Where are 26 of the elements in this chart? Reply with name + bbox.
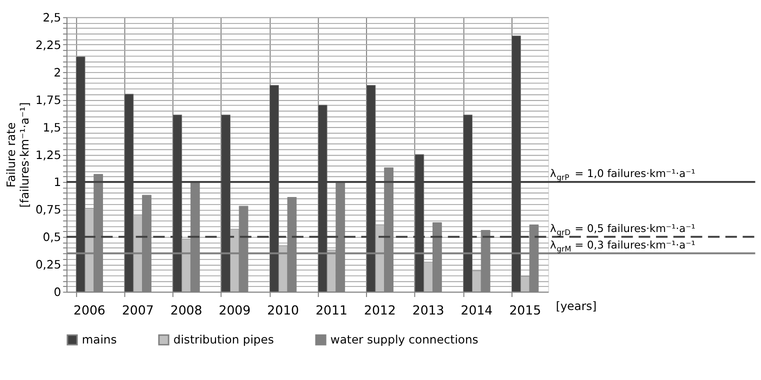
y-tick-label: 1,5 <box>42 120 62 134</box>
y-tick-label: 0,5 <box>42 230 62 244</box>
y-tick-label: 0,75 <box>35 202 62 217</box>
y-tick-label: 2 <box>54 65 62 80</box>
y-tick-label: 1,75 <box>35 92 62 107</box>
y-tick-label: 2,5 <box>42 10 62 25</box>
legend-label: water supply connections <box>330 332 478 347</box>
x-tick-label: 2014 <box>460 302 493 318</box>
x-tick-label: 2015 <box>509 302 542 318</box>
x-tick-label: 2013 <box>412 302 444 318</box>
x-tick-label: 2012 <box>364 302 396 318</box>
x-tick-label: 2009 <box>218 302 251 318</box>
legend-label: distribution pipes <box>173 332 274 347</box>
y-axis-title: Failure rate [failures·km⁻¹·a⁻¹] <box>4 102 32 208</box>
x-axis-title: [years] <box>556 299 597 314</box>
x-tick-label: 2010 <box>267 302 300 318</box>
y-tick-label: 2,25 <box>35 38 62 52</box>
y-tick-label: 0,25 <box>35 258 62 272</box>
y-tick-label: 1,25 <box>35 148 62 162</box>
y-tick-label: 1 <box>54 175 62 190</box>
x-tick-label: 2007 <box>122 302 154 318</box>
legend-label: mains <box>82 332 117 347</box>
x-tick-label: 2006 <box>74 302 106 318</box>
y-tick-label: 0 <box>54 285 62 300</box>
x-tick-label: 2011 <box>316 302 348 318</box>
x-tick-label: 2008 <box>170 302 202 318</box>
